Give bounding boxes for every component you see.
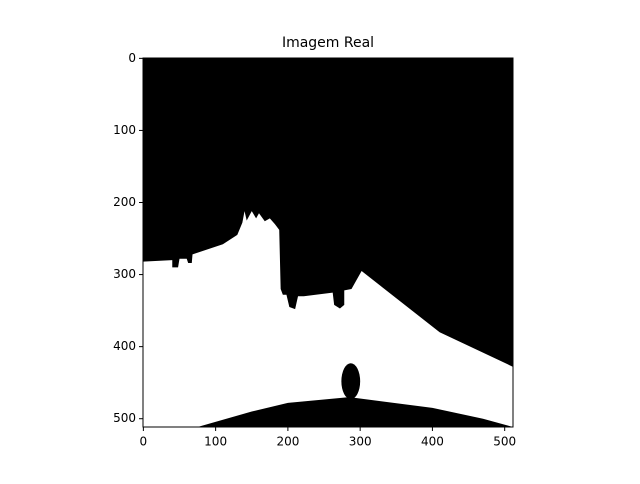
x-tick-label: 0 — [140, 435, 148, 449]
x-tick-label: 400 — [421, 435, 444, 449]
x-tick-label: 500 — [493, 435, 516, 449]
x-tick-label: 200 — [276, 435, 299, 449]
image — [143, 58, 513, 427]
x-tick-label: 300 — [349, 435, 372, 449]
y-tick-label: 400 — [113, 339, 136, 353]
x-tick-label: 100 — [204, 435, 227, 449]
y-tick-label: 100 — [113, 123, 136, 137]
axes-frame — [142, 57, 514, 428]
y-tick-label: 0 — [128, 51, 136, 65]
y-tick-label: 300 — [113, 267, 136, 281]
chart-title: Imagem Real — [282, 35, 374, 51]
y-tick-label: 500 — [113, 411, 136, 425]
y-tick-label: 200 — [113, 195, 136, 209]
